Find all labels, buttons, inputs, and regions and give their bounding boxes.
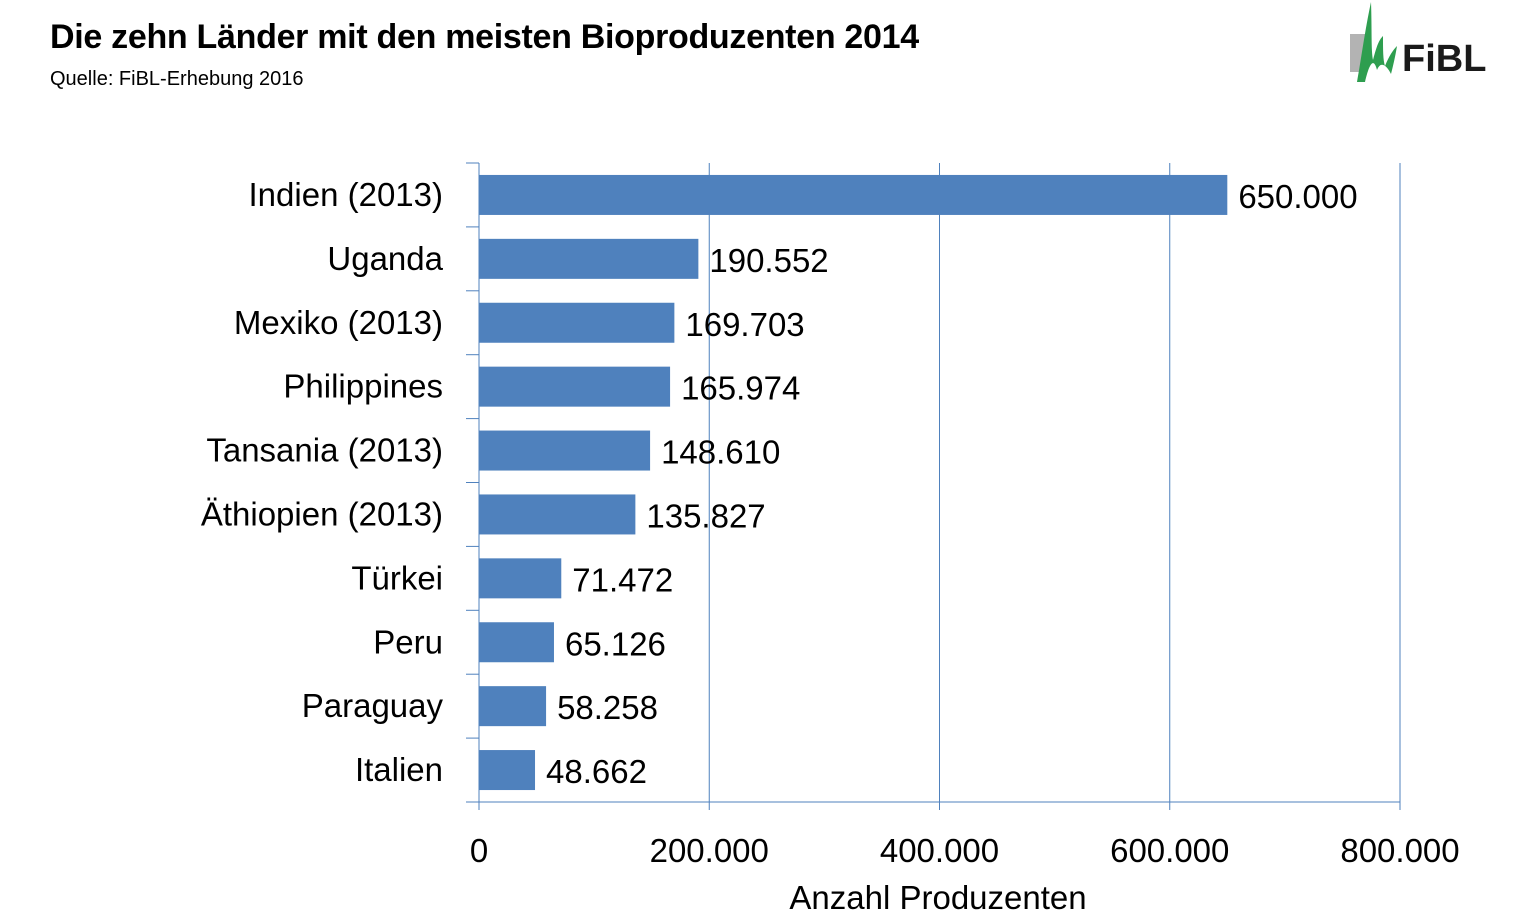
x-tick-label: 400.000 (880, 832, 999, 869)
bar (479, 750, 536, 791)
chart-axes (466, 162, 1401, 810)
bar (479, 622, 554, 663)
chart-title: Die zehn Länder mit den meisten Bioprodu… (50, 18, 919, 56)
value-label: 650.000 (1238, 178, 1357, 215)
category-label: Mexiko (2013) (234, 304, 443, 341)
category-label: Italien (355, 751, 443, 788)
category-label: Indien (2013) (249, 176, 443, 213)
category-label: Türkei (351, 559, 443, 596)
category-label: Peru (373, 623, 443, 660)
bar (479, 494, 636, 535)
value-label: 148.610 (661, 434, 780, 471)
category-label: Uganda (327, 240, 443, 277)
bar (479, 174, 1228, 215)
category-label: Tansania (2013) (206, 432, 443, 469)
bar (479, 430, 651, 471)
value-label: 169.703 (685, 306, 804, 343)
bar (479, 686, 547, 727)
value-label: 65.126 (565, 625, 666, 662)
bar (479, 238, 699, 279)
logo-text: FiBL (1402, 38, 1487, 80)
bar (479, 558, 562, 599)
category-label: Paraguay (302, 687, 444, 724)
logo-leaf-icon (1357, 2, 1397, 82)
x-tick-label: 600.000 (1110, 832, 1229, 869)
category-label: Philippines (283, 368, 443, 405)
chart-labels: 0 200.000 400.000 600.000 800.000 Indien (201… (201, 176, 1460, 869)
x-tick-label: 200.000 (650, 832, 769, 869)
x-tick-label: 0 (470, 832, 488, 869)
value-label: 165.974 (681, 370, 800, 407)
value-label: 190.552 (709, 242, 828, 279)
chart-gridlines (708, 163, 1401, 802)
x-axis-title: Anzahl Produzenten (789, 879, 1086, 916)
bar (479, 302, 675, 343)
chart-source: Quelle: FiBL-Erhebung 2016 (50, 68, 304, 90)
value-label: 71.472 (572, 561, 673, 598)
value-label: 135.827 (646, 497, 765, 534)
category-label: Äthiopien (2013) (201, 495, 443, 532)
value-label: 48.662 (546, 753, 647, 790)
fibl-logo-mark-icon (1350, 2, 1397, 82)
value-label: 58.258 (557, 689, 658, 726)
chart-bars (479, 174, 1228, 791)
bar (479, 366, 671, 407)
x-tick-label: 800.000 (1340, 832, 1459, 869)
